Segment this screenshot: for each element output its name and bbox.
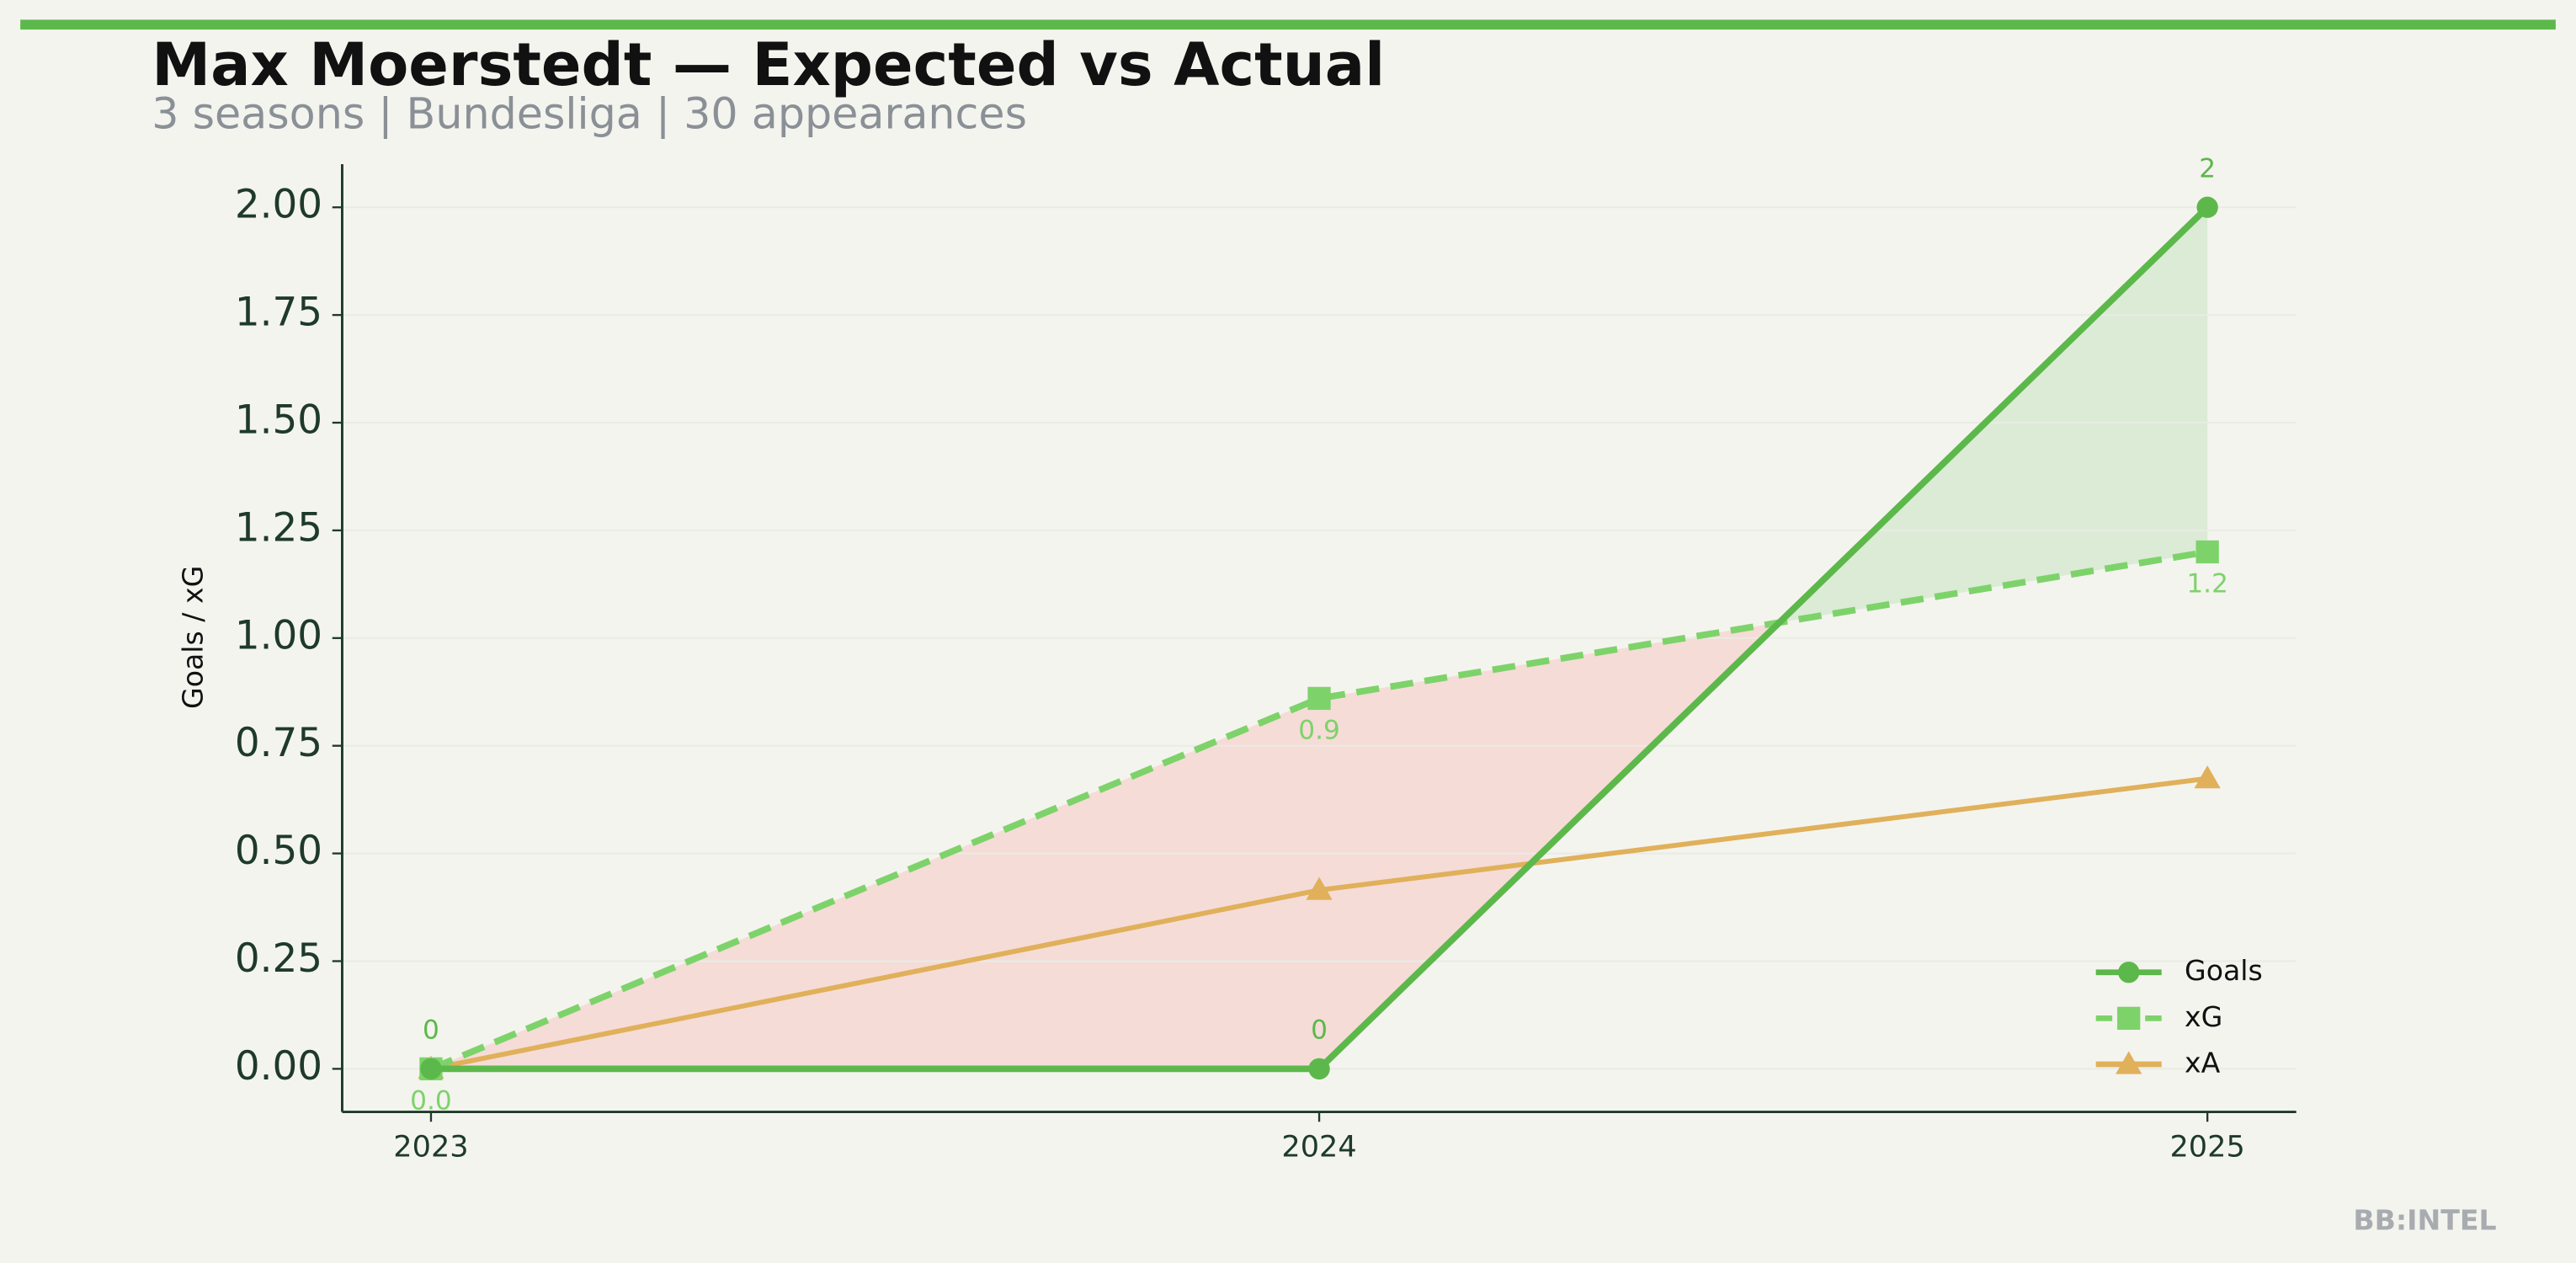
x-tick-label: 2024 (1281, 1129, 1356, 1164)
legend-label: xG (2185, 1000, 2222, 1033)
legend-label: xA (2185, 1046, 2221, 1079)
legend-marker (2116, 1051, 2142, 1074)
data-label: 0 (1311, 1015, 1328, 1046)
legend-label: Goals (2185, 954, 2263, 987)
watermark: BB:INTEL (2353, 1204, 2496, 1237)
y-tick-label: 0.50 (235, 829, 322, 874)
point (2195, 540, 2219, 564)
legend-marker (2118, 962, 2140, 983)
y-tick-label: 1.50 (235, 398, 322, 444)
y-tick-label: 0.75 (235, 721, 322, 766)
point (1306, 877, 1333, 900)
point (1308, 1058, 1330, 1080)
legend-marker (2117, 1006, 2141, 1031)
data-label: 0.0 (410, 1085, 452, 1116)
series-line (429, 548, 2208, 1072)
point (1307, 686, 1331, 711)
x-tick-label: 2025 (2169, 1129, 2244, 1164)
y-tick-label: 0.25 (235, 936, 322, 982)
data-label: 0 (423, 1015, 439, 1046)
data-label: 1.2 (2186, 568, 2228, 599)
data-label: 0.9 (1298, 715, 1340, 745)
top-bar (20, 19, 2556, 30)
y-axis-label: Goals / xG (176, 566, 209, 709)
data-label: 2 (2199, 153, 2216, 184)
y-tick-label: 1.00 (235, 613, 322, 658)
y-tick-label: 0.00 (235, 1044, 322, 1090)
chart-subtitle: 3 seasons | Bundesliga | 30 appearances (152, 88, 1027, 139)
y-tick-label: 1.75 (235, 290, 322, 336)
x-tick-label: 2023 (393, 1129, 468, 1164)
chart-title: Max Moerstedt — Expected vs Actual (152, 30, 1385, 99)
point (420, 1058, 442, 1080)
y-tick-label: 1.25 (235, 505, 322, 551)
point (2196, 196, 2218, 218)
y-tick-label: 2.00 (235, 183, 322, 228)
point (2194, 765, 2221, 789)
